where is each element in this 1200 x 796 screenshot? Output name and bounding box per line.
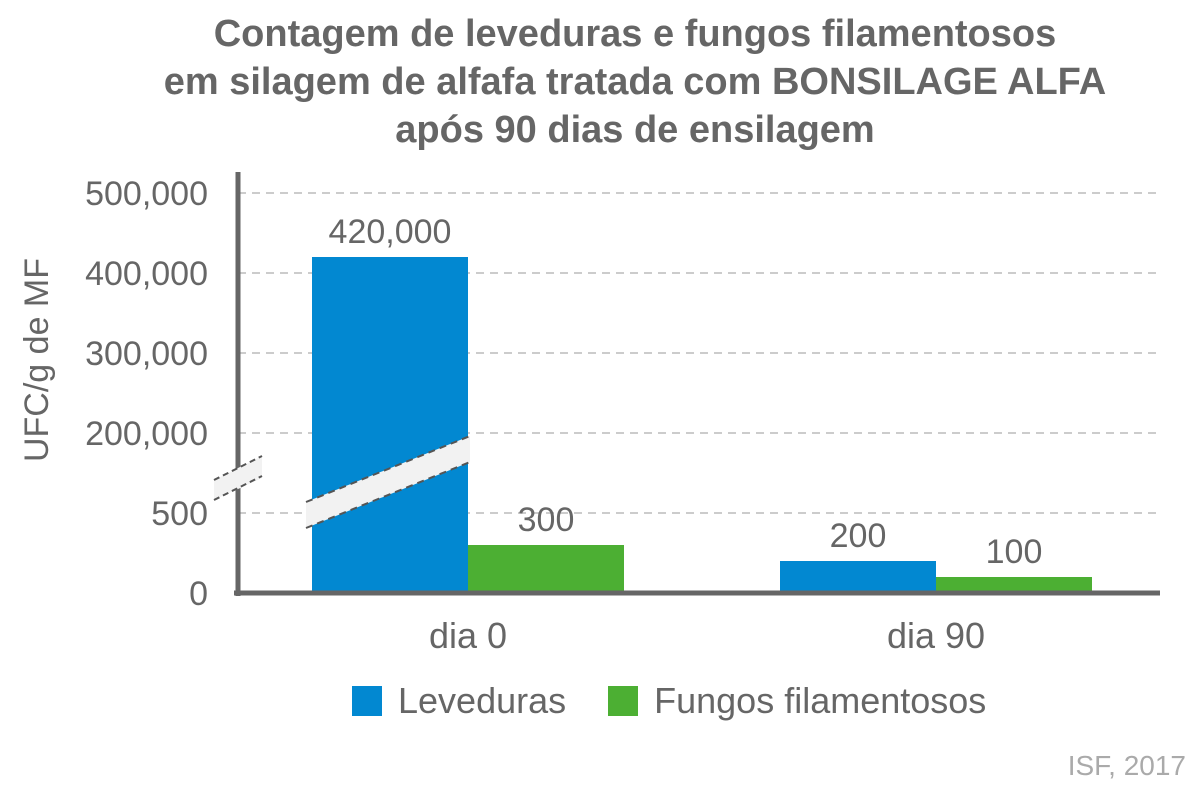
chart-title-line-3: após 90 dias de ensilagem [395, 109, 875, 151]
x-tick-label: dia 90 [887, 615, 985, 656]
y-axis-label: UFC/g de MF [18, 258, 56, 462]
source-note: ISF, 2017 [1067, 750, 1186, 781]
data-label: 100 [986, 533, 1043, 571]
legend-item-leveduras: Leveduras [352, 680, 566, 722]
bar-fungos-1 [936, 577, 1092, 593]
legend-swatch-leveduras [352, 686, 382, 716]
y-axis-break-band [214, 456, 262, 500]
bar-fungos-0 [468, 545, 624, 593]
legend-swatch-fungos [608, 686, 639, 716]
legend-label-fungos: Fungos filamentosos [654, 680, 987, 721]
data-label: 300 [518, 501, 575, 539]
axis-break-line [305, 435, 471, 503]
y-tick-label: 400,000 [85, 255, 208, 293]
bar-leveduras-0 [312, 257, 468, 593]
bar-leveduras-1 [780, 561, 936, 593]
legend-label-leveduras: Leveduras [398, 680, 567, 721]
legend: Leveduras Fungos filamentosos [352, 680, 1028, 722]
data-label: 200 [830, 517, 887, 555]
legend-item-fungos: Fungos filamentosos [608, 680, 986, 722]
y-tick-label: 0 [189, 575, 208, 613]
chart-title-line-2: em silagem de alfafa tratada com BONSILA… [163, 61, 1107, 103]
chart-title-line-1: Contagem de leveduras e fungos filamento… [213, 13, 1057, 55]
y-axis-break-line [213, 455, 263, 481]
y-tick-label: 200,000 [85, 415, 208, 453]
x-tick-label: dia 0 [429, 615, 507, 656]
y-axis-break-line [213, 475, 263, 501]
data-label: 420,000 [329, 213, 452, 251]
y-tick-label: 500,000 [85, 175, 208, 213]
y-tick-label: 500 [151, 495, 208, 533]
axis-break-line [305, 461, 471, 529]
y-tick-label: 300,000 [85, 335, 208, 373]
axis-break-band [306, 436, 470, 528]
chart-title: Contagem de leveduras e fungos filamento… [0, 10, 1200, 154]
